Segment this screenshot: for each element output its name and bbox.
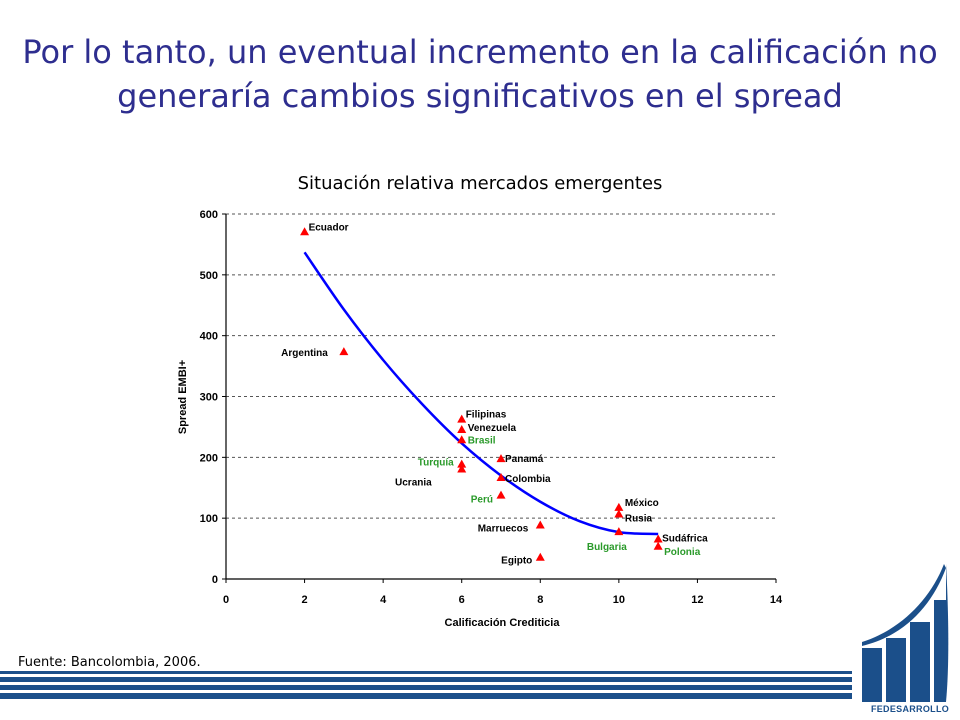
data-point — [457, 435, 467, 444]
chart-title: Situación relativa mercados emergentes — [297, 173, 663, 194]
data-point — [457, 424, 467, 433]
y-axis-label: Spread EMBI+ — [177, 360, 189, 434]
data-point-label: Marruecos — [478, 523, 529, 534]
data-point — [496, 490, 506, 499]
chart-gridlines — [226, 213, 776, 519]
data-point — [496, 454, 506, 463]
data-point-label: Ecuador — [309, 222, 349, 233]
chart-points-layer — [300, 227, 663, 561]
data-point — [614, 527, 624, 536]
y-tick-label: 600 — [200, 209, 218, 221]
x-tick-label: 12 — [691, 594, 703, 606]
data-point — [457, 459, 467, 468]
y-tick-label: 200 — [200, 452, 218, 464]
data-point-label: Brasil — [468, 435, 496, 446]
footer-stripe — [0, 671, 852, 674]
data-point-label: Rusia — [625, 514, 653, 525]
data-point-label: Venezuela — [468, 423, 517, 434]
y-tick-label: 100 — [200, 513, 218, 525]
headline-line-2: generaría cambios significativos en el s… — [117, 77, 843, 115]
x-tick-label: 8 — [537, 594, 543, 606]
chart-axes: 0 100 200 300 400 500 600 0 2 4 6 8 10 12 14 — [200, 209, 783, 606]
x-tick-label: 10 — [613, 594, 625, 606]
data-point — [535, 552, 545, 561]
headline-line-1: Por lo tanto, un eventual incremento en … — [22, 33, 938, 71]
fedesarrollo-logo — [862, 564, 949, 702]
data-point — [614, 502, 624, 511]
data-point-label: Polonia — [664, 547, 701, 558]
y-tick-label: 0 — [212, 574, 218, 586]
data-point-label: Bulgaria — [587, 542, 627, 553]
x-tick-label: 0 — [223, 594, 229, 606]
footer-stripe — [0, 677, 852, 682]
data-point-label: Colombia — [505, 474, 551, 485]
data-point-label: Perú — [471, 495, 493, 506]
source-note: Fuente: Bancolombia, 2006. — [18, 655, 201, 670]
x-axis-label: Calificación Crediticia — [445, 617, 561, 629]
data-point — [496, 473, 506, 482]
data-point — [535, 520, 545, 529]
y-tick-label: 500 — [200, 270, 218, 282]
chart-labels-layer: Ecuador Argentina Filipinas VenezuelaBrasil… — [281, 222, 708, 566]
data-point-label: Argentina — [281, 348, 328, 359]
data-point-label: Sudáfrica — [662, 533, 708, 544]
data-point-label: Filipinas — [466, 410, 507, 421]
logo-text: FEDESARROLLO — [870, 704, 950, 714]
x-tick-label: 14 — [770, 594, 783, 606]
data-point — [300, 227, 310, 236]
data-point — [457, 464, 467, 473]
data-point — [339, 347, 349, 356]
slide-headline: Por lo tanto, un eventual incremento en … — [0, 30, 960, 118]
chart-trend-layer — [303, 251, 659, 536]
data-point-label: México — [625, 498, 659, 509]
data-point-label: Panamá — [505, 454, 544, 465]
data-point-label: Turquía — [418, 458, 454, 469]
data-point — [457, 414, 467, 423]
footer-stripe — [0, 685, 852, 690]
x-tick-label: 2 — [302, 594, 308, 606]
footer-stripes — [0, 671, 852, 702]
data-point — [614, 509, 624, 518]
data-point-label: Egipto — [501, 556, 532, 567]
data-point — [653, 534, 663, 543]
y-tick-label: 300 — [200, 392, 218, 404]
trend-line — [303, 251, 659, 536]
footer-stripe — [0, 693, 852, 699]
x-tick-label: 4 — [380, 594, 387, 606]
data-point-label: Ucrania — [395, 478, 432, 489]
x-tick-label: 6 — [459, 594, 465, 606]
y-tick-label: 400 — [200, 331, 218, 343]
data-point — [653, 541, 663, 550]
